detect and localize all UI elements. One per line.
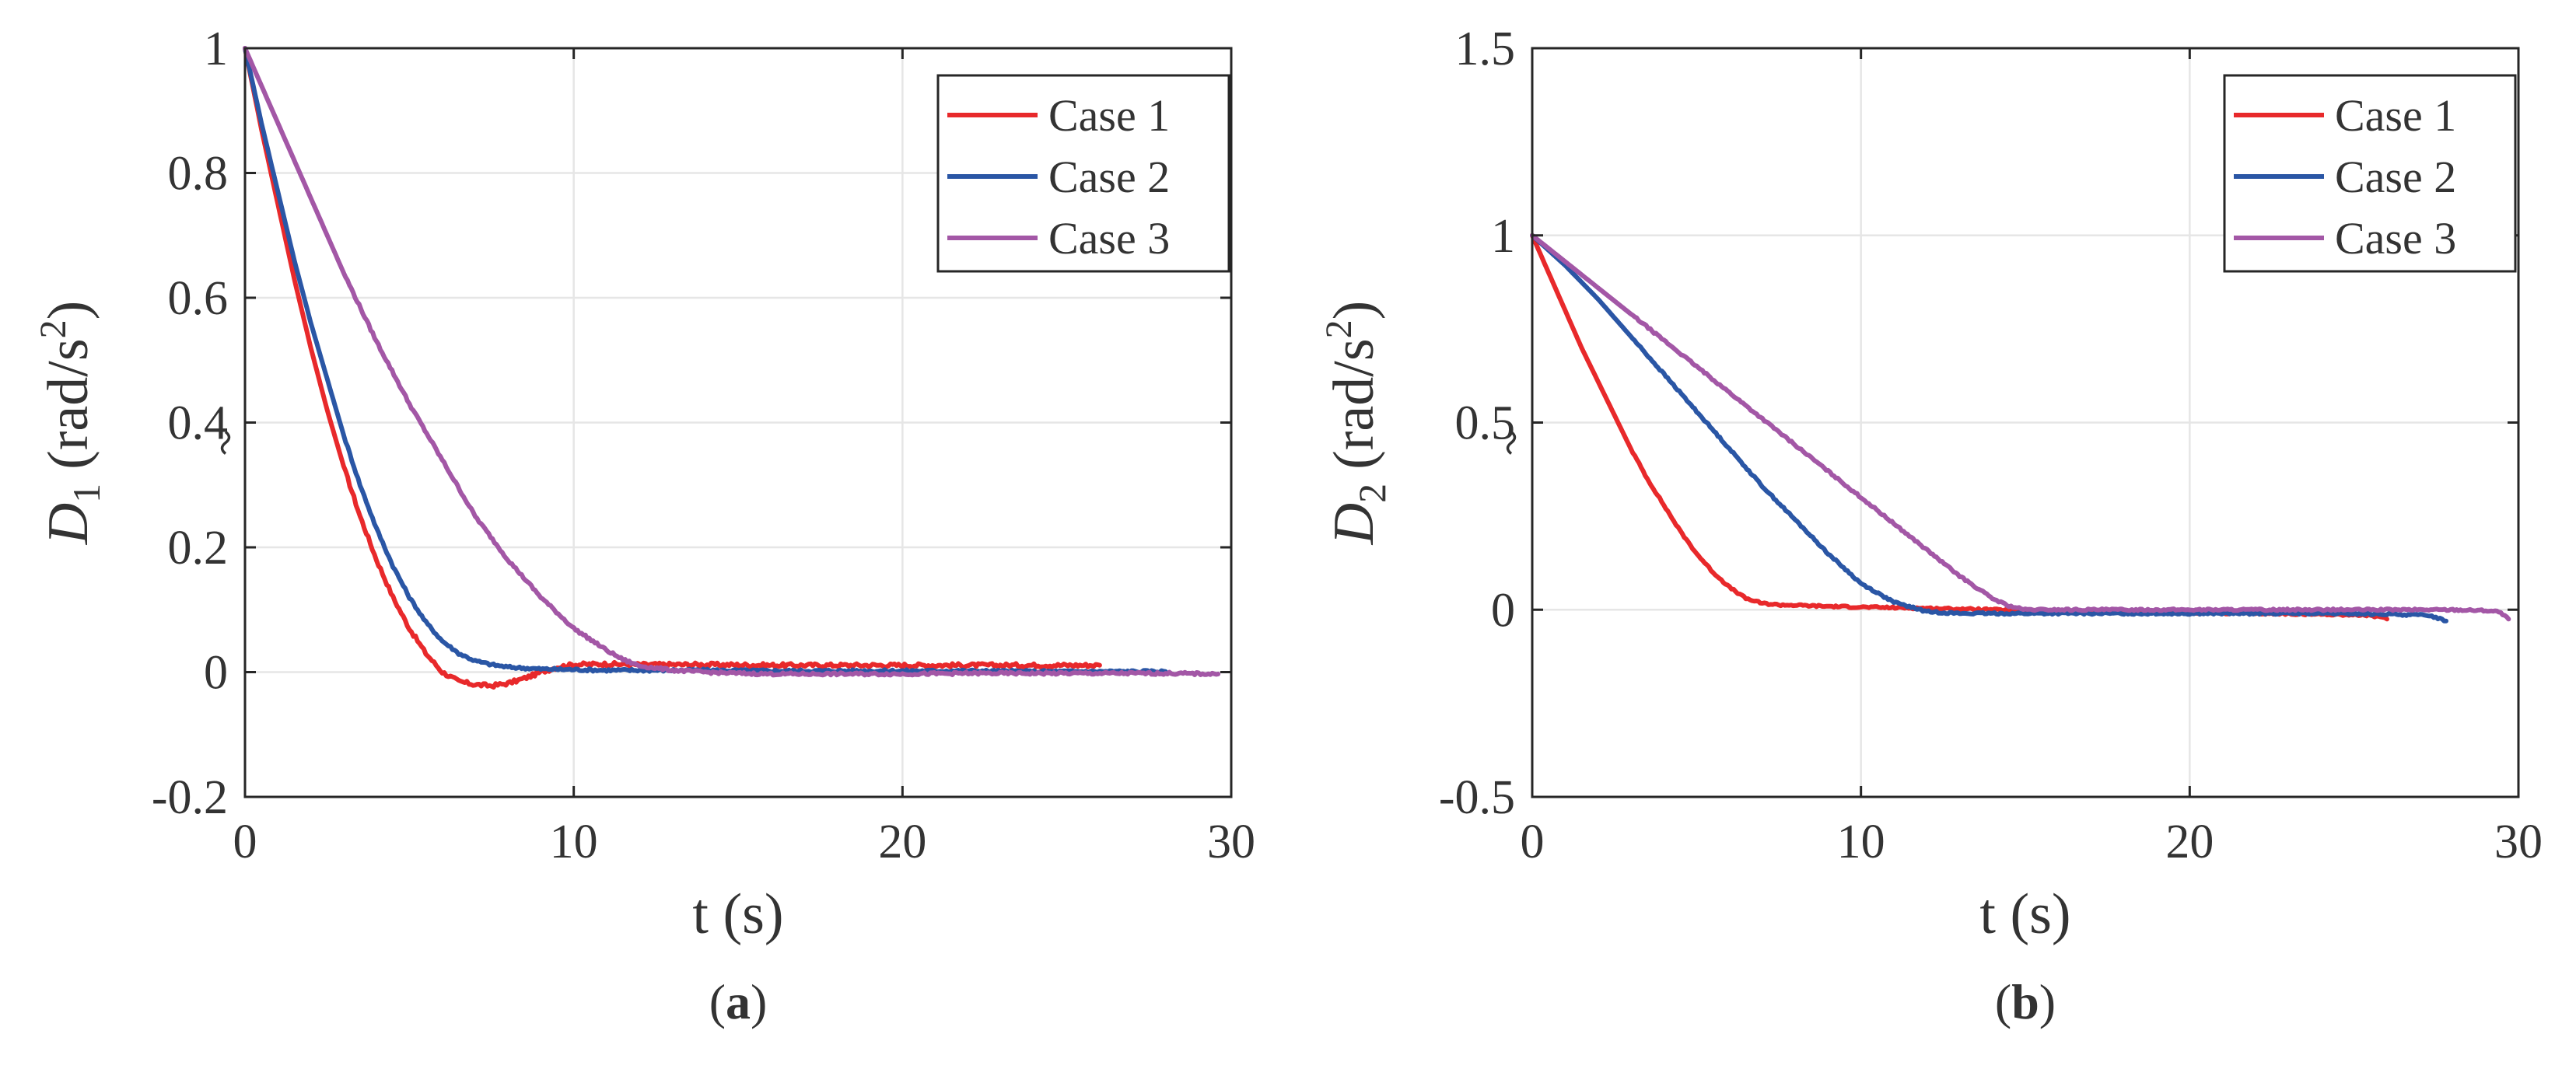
legend-label-case-3: Case 3 [1048,213,1170,264]
y-axis-subscript: 1 [65,484,108,503]
y-tick-label: 0.4 [168,397,229,450]
y-axis-units-close: ) [1322,301,1386,320]
y-axis-symbol: D [1322,503,1386,545]
legend: Case 1 Case 2 Case 3 [936,74,1230,273]
y-axis-units-exponent: 2 [1318,320,1360,338]
y-axis-units-exponent: 2 [33,320,74,338]
panel-label-open: ( [1995,974,2011,1029]
legend: Case 1 Case 2 Case 3 [2223,74,2517,273]
y-tick-label: 0.8 [168,148,229,201]
y-axis-units-close: ) [37,301,100,320]
y-tick-label: -0.2 [152,771,228,824]
y-tick-label: 0.6 [168,272,229,325]
panel-label-open: ( [709,974,726,1029]
x-tick-label: 0 [233,816,257,868]
panel-label-close: ) [2039,974,2056,1029]
x-axis-label: t (s) [692,882,783,946]
panel-label-letter: a [726,974,751,1029]
y-tick-label: 0 [1491,584,1515,637]
y-axis-units: (rad/s [37,338,100,470]
x-tick-label: 10 [1837,816,1885,868]
y-tick-label: 1 [204,23,228,75]
x-tick-label: 10 [550,816,598,868]
y-tick-label: 1.5 [1455,23,1516,75]
x-tick-label: 20 [878,816,926,868]
legend-label-case-1: Case 1 [1048,90,1170,141]
series-line-case-3 [1530,232,2511,622]
y-axis-units: (rad/s [1322,338,1386,470]
y-tick-label: 1 [1491,210,1515,263]
panel-label: (b) [1995,974,2056,1029]
legend-label-case-2: Case 2 [1048,152,1170,202]
legend-label-case-1: Case 1 [2335,90,2456,141]
y-tick-label: 0 [204,647,228,700]
chart-panel-a: 0 10 20 30-0.200.20.40.60.81t (s)D1(rad/s2)… [33,23,1255,1029]
y-tick-label: 0.2 [168,522,229,575]
y-tick-label: 0.5 [1455,397,1516,450]
y-axis-symbol: D [37,503,100,545]
series-line-case-3 [243,46,1221,678]
legend-label-case-2: Case 2 [2335,152,2456,202]
x-tick-label: 30 [2494,816,2543,868]
series-line-case-1 [243,46,1102,690]
y-axis-subscript: 2 [1350,484,1394,503]
chart-panel-b: 0 10 20 30-0.500.511.5t (s)D2(rad/s2)Case 1… [1318,23,2543,1029]
x-axis-label: t (s) [1979,882,2070,946]
y-tick-label: -0.5 [1439,771,1515,824]
panel-label-close: ) [751,974,767,1029]
series-line-case-2 [1530,232,2448,624]
series-line-case-2 [243,46,1168,676]
panel-label: (a) [709,974,768,1029]
x-tick-label: 20 [2165,816,2214,868]
legend-label-case-3: Case 3 [2335,213,2456,264]
y-axis-tilde-mark [1506,431,1517,455]
x-tick-label: 0 [1521,816,1545,868]
y-axis-label: D2(rad/s2) [1318,301,1394,546]
x-tick-label: 30 [1207,816,1255,868]
y-axis-label: D1 (rad/s2) [33,301,108,546]
panel-label-letter: b [2011,974,2039,1029]
y-axis-tilde-mark [220,431,231,455]
